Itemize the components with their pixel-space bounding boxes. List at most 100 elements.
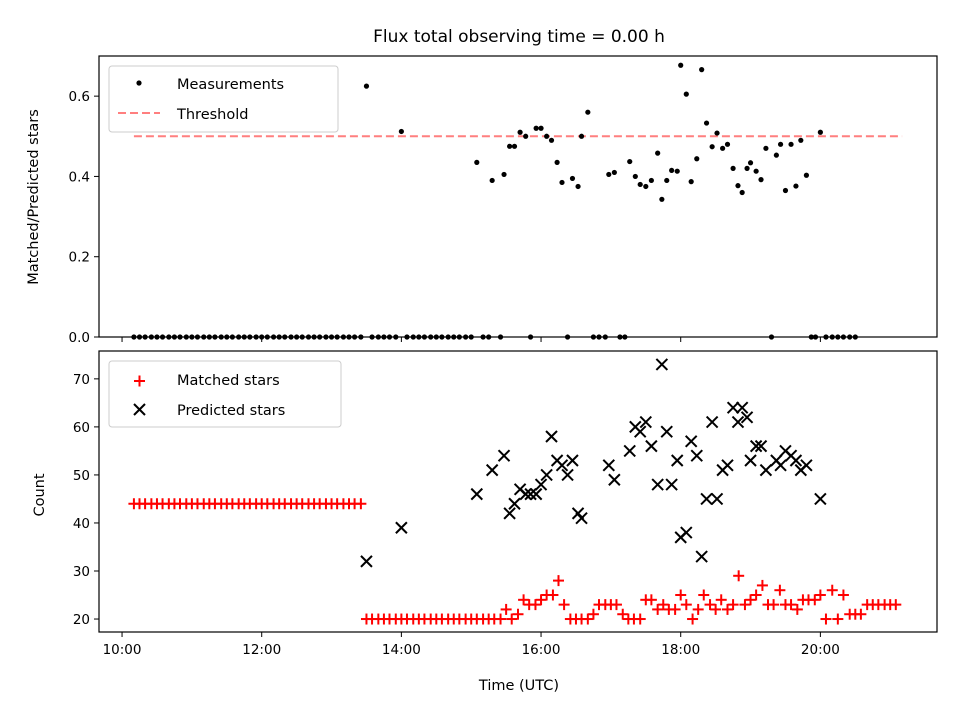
count-y-axis-label: Count bbox=[32, 473, 48, 516]
matched-stars-point bbox=[837, 589, 849, 601]
measurement-point bbox=[575, 183, 581, 190]
count-plot-area bbox=[128, 358, 902, 625]
matched-stars-point bbox=[506, 613, 518, 625]
measurement-point bbox=[507, 143, 513, 149]
matched-stars-point bbox=[890, 599, 902, 611]
legend-predicted-marker bbox=[133, 403, 146, 416]
y-tick-label: 70 bbox=[73, 372, 90, 388]
ratio-panel: 0.0 0.2 0.4 0.6 Matched/Predicted stars Mea… bbox=[26, 55, 938, 346]
measurement-point bbox=[501, 171, 507, 178]
measurement-point bbox=[694, 156, 700, 162]
matched-stars-point bbox=[675, 589, 687, 601]
predicted-stars-point bbox=[508, 497, 521, 510]
measurement-point bbox=[699, 67, 705, 73]
measurement-point bbox=[763, 145, 769, 151]
y-tick-label: 20 bbox=[73, 612, 90, 628]
predicted-stars-point bbox=[655, 358, 669, 371]
matched-stars-point bbox=[785, 599, 797, 611]
measurement-point bbox=[398, 128, 404, 135]
measurement-point bbox=[714, 130, 720, 136]
matched-stars-point bbox=[727, 599, 739, 611]
measurement-point bbox=[474, 159, 480, 165]
matched-stars-point bbox=[518, 594, 530, 606]
measurement-point bbox=[803, 172, 810, 178]
measurement-point bbox=[533, 125, 539, 131]
measurement-point bbox=[511, 143, 518, 149]
predicted-stars-point bbox=[623, 444, 636, 458]
y-tick-label: 0.2 bbox=[69, 250, 90, 266]
count-panel-frame bbox=[98, 350, 938, 633]
y-tick-label: 40 bbox=[73, 516, 90, 532]
measurement-point bbox=[744, 165, 750, 171]
predicted-stars-point bbox=[774, 459, 787, 472]
ratio-y-axis-label: Matched/Predicted stars bbox=[26, 109, 42, 285]
predicted-stars-point bbox=[503, 507, 516, 520]
count-axes: 20 30 40 50 60 70 10:00 12:00 14:00 16:00 18:00 20:… bbox=[73, 372, 840, 658]
predicted-stars-point bbox=[519, 487, 532, 501]
predicted-stars-point bbox=[645, 439, 658, 453]
matched-stars-point bbox=[587, 608, 599, 620]
y-tick-label: 60 bbox=[73, 420, 90, 436]
matched-stars-point bbox=[820, 613, 832, 625]
y-tick-label: 30 bbox=[73, 564, 90, 580]
matched-stars-point bbox=[722, 603, 733, 615]
matched-stars-point bbox=[791, 603, 803, 615]
count-panel: 20 30 40 50 60 70 10:00 12:00 14:00 16:00 18:00 20:… bbox=[32, 350, 938, 694]
ratio-legend-box bbox=[108, 65, 339, 133]
x-tick-label: 14:00 bbox=[382, 642, 421, 658]
y-tick-label: 0.0 bbox=[69, 330, 90, 346]
predicted-stars-point bbox=[740, 411, 754, 424]
predicted-stars-point bbox=[759, 463, 773, 477]
x-tick-label: 10:00 bbox=[103, 642, 142, 658]
legend-threshold-label: Threshold bbox=[176, 107, 248, 123]
x-tick-label: 16:00 bbox=[522, 642, 561, 658]
measurement-point bbox=[611, 169, 617, 176]
predicted-stars-point bbox=[540, 468, 553, 482]
predicted-stars-point bbox=[360, 555, 373, 568]
predicted-stars-point bbox=[754, 439, 768, 453]
measurement-point bbox=[632, 173, 638, 180]
matched-stars-point bbox=[814, 589, 826, 601]
measurement-point bbox=[683, 91, 689, 97]
matched-stars-point bbox=[704, 599, 716, 611]
measurement-point bbox=[817, 129, 823, 135]
matched-stars-point bbox=[495, 613, 507, 625]
measurement-point bbox=[735, 183, 741, 189]
x-tick-label: 20:00 bbox=[801, 642, 840, 658]
predicted-stars-point bbox=[529, 487, 543, 501]
measurement-point bbox=[627, 158, 633, 165]
matched-stars-point bbox=[558, 599, 570, 611]
measurement-point bbox=[659, 196, 665, 202]
matched-stars-point bbox=[826, 584, 838, 596]
matched-stars-point bbox=[657, 599, 669, 611]
predicted-stars-point bbox=[566, 454, 579, 467]
matched-stars-point bbox=[774, 584, 786, 596]
predicted-stars-point bbox=[700, 492, 713, 506]
predicted-stars-point bbox=[651, 478, 664, 491]
predicted-stars-point bbox=[470, 487, 484, 501]
matched-stars-point bbox=[745, 594, 757, 606]
measurement-point bbox=[793, 183, 799, 189]
matched-stars-point bbox=[617, 608, 629, 620]
measurement-point bbox=[703, 120, 710, 126]
measurement-point bbox=[655, 150, 661, 156]
matched-stars-point bbox=[855, 608, 867, 620]
measurement-point bbox=[517, 129, 523, 135]
matched-stars-point bbox=[582, 613, 594, 625]
matched-stars-point bbox=[355, 498, 367, 510]
matched-stars-point bbox=[733, 570, 745, 582]
predicted-stars-point bbox=[690, 449, 703, 462]
ratio-axes: 0.0 0.2 0.4 0.6 bbox=[69, 89, 821, 346]
predicted-stars-point bbox=[671, 454, 684, 467]
matched-stars-point bbox=[553, 575, 565, 587]
measurement-point bbox=[709, 144, 715, 150]
legend-predicted-label: Predicted stars bbox=[177, 403, 285, 419]
measurement-point bbox=[777, 141, 784, 147]
legend-measurements-label: Measurements bbox=[177, 77, 284, 93]
measurement-point bbox=[554, 159, 560, 165]
matched-stars-point bbox=[832, 613, 844, 625]
measurement-point bbox=[637, 181, 643, 188]
measurement-point bbox=[538, 125, 544, 131]
predicted-stars-point bbox=[744, 454, 757, 467]
